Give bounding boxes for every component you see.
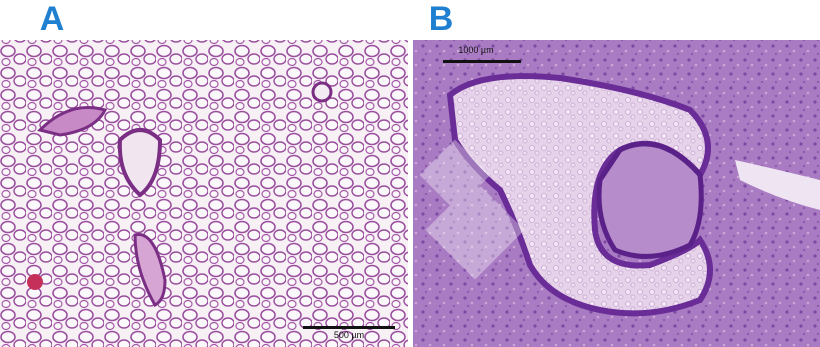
scale-label: 1000 µm <box>458 45 493 55</box>
scale-bar <box>303 326 395 329</box>
panel-label: B <box>429 0 454 38</box>
lung-tissue <box>0 40 408 347</box>
panel-b-image: 1000 µm <box>413 40 820 347</box>
watermark <box>419 139 525 280</box>
bronchiole <box>117 128 163 198</box>
bronchiole <box>311 81 333 103</box>
vessel <box>133 233 167 307</box>
panel-a-image: 500 µm <box>0 40 408 347</box>
scale-label: 500 µm <box>334 330 364 340</box>
scale-bar <box>443 60 521 63</box>
vessel <box>27 274 43 290</box>
infiltrate <box>596 141 704 259</box>
panel-label: A <box>40 0 65 38</box>
bronchiole <box>37 106 108 137</box>
pleura <box>735 160 820 210</box>
exudate-region <box>446 73 713 317</box>
